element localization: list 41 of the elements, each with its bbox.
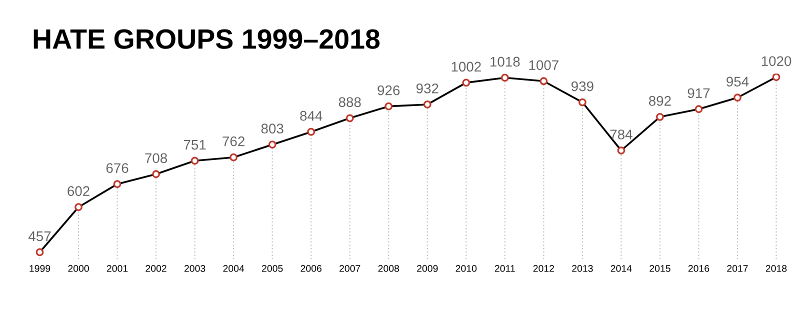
data-label: 954 — [726, 76, 749, 87]
x-tick-label: 2018 — [766, 265, 787, 272]
data-label: 1002 — [452, 62, 481, 72]
data-label: 1007 — [529, 60, 558, 70]
x-tick-label: 2014 — [610, 265, 632, 272]
x-tick-label: 2006 — [300, 265, 322, 272]
data-label: 784 — [610, 130, 632, 140]
x-tick-label: 2017 — [727, 265, 748, 272]
data-label: 762 — [222, 136, 244, 146]
x-tick-label: 2009 — [417, 265, 438, 272]
data-label: 457 — [28, 231, 51, 242]
x-tick-label: 2013 — [572, 265, 593, 272]
data-label: 1018 — [490, 56, 520, 67]
data-label: 751 — [184, 140, 206, 150]
x-tick-label: 2011 — [494, 265, 515, 272]
data-label: 939 — [572, 81, 594, 92]
x-tick-label: 2016 — [688, 265, 710, 272]
data-label: 676 — [106, 163, 128, 174]
data-label: 803 — [261, 124, 284, 134]
data-label: 926 — [378, 85, 400, 96]
x-tick-label: 2002 — [146, 265, 166, 272]
x-tick-label: 2004 — [223, 265, 244, 272]
x-tick-label: 1999 — [30, 265, 50, 272]
data-label: 932 — [416, 84, 438, 94]
x-tick-label: 2012 — [533, 265, 554, 272]
x-tick-label: 2008 — [378, 265, 400, 272]
x-tick-label: 2000 — [68, 265, 89, 272]
data-label: 1020 — [762, 56, 792, 66]
data-label: 844 — [300, 110, 322, 121]
data-label: 888 — [338, 97, 361, 108]
data-label: 917 — [688, 88, 710, 98]
data-label: 602 — [68, 186, 90, 196]
x-tick-label: 2010 — [456, 265, 477, 272]
x-tick-label: 2015 — [650, 265, 670, 272]
x-tick-label: 2001 — [106, 265, 128, 272]
data-label: 892 — [648, 96, 671, 106]
x-tick-label: 2003 — [184, 265, 206, 272]
x-tick-label: 2005 — [262, 265, 283, 272]
x-tick-label: 2007 — [340, 265, 360, 272]
data-label: 708 — [145, 153, 168, 164]
chart-title: HATE GROUPS 1999–2018 — [34, 29, 380, 49]
